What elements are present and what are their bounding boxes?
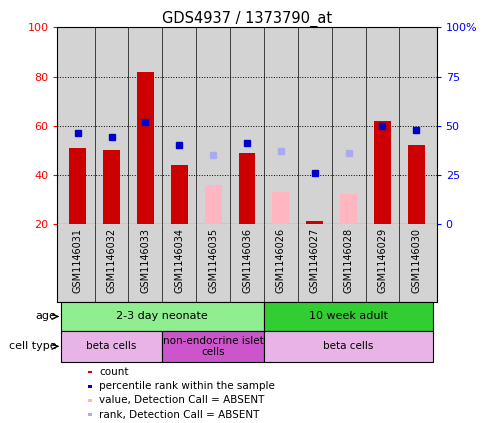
Text: GSM1146029: GSM1146029 (377, 228, 387, 293)
Bar (272, 192, 289, 224)
Title: GDS4937 / 1373790_at: GDS4937 / 1373790_at (162, 11, 332, 27)
Bar (61, 331, 162, 362)
Bar (264, 331, 433, 362)
Text: beta cells: beta cells (86, 341, 137, 352)
Bar (171, 165, 188, 224)
Text: GSM1146028: GSM1146028 (344, 228, 354, 293)
Text: GSM1146035: GSM1146035 (208, 228, 218, 293)
Text: age: age (36, 311, 57, 321)
Text: count: count (99, 367, 129, 377)
Bar (306, 221, 323, 224)
Bar (374, 121, 391, 224)
Text: non-endocrine islet
cells: non-endocrine islet cells (163, 335, 263, 357)
Text: GSM1146027: GSM1146027 (310, 228, 320, 293)
Bar (408, 145, 425, 224)
Bar (88, 413, 92, 416)
Text: GSM1146030: GSM1146030 (411, 228, 421, 293)
Text: GSM1146031: GSM1146031 (73, 228, 83, 293)
Text: 2-3 day neonate: 2-3 day neonate (116, 311, 208, 321)
Bar (162, 331, 264, 362)
Bar (61, 302, 264, 331)
Bar (239, 153, 255, 224)
Bar (103, 150, 120, 224)
Bar (69, 148, 86, 224)
Text: GSM1146026: GSM1146026 (276, 228, 286, 293)
Text: GSM1146032: GSM1146032 (107, 228, 117, 293)
Bar (137, 71, 154, 224)
Text: 10 week adult: 10 week adult (309, 311, 388, 321)
Text: beta cells: beta cells (323, 341, 374, 352)
Text: cell type: cell type (9, 341, 57, 352)
Bar (88, 371, 92, 374)
Text: rank, Detection Call = ABSENT: rank, Detection Call = ABSENT (99, 409, 259, 420)
Bar (88, 399, 92, 402)
Text: value, Detection Call = ABSENT: value, Detection Call = ABSENT (99, 396, 264, 405)
Text: GSM1146033: GSM1146033 (140, 228, 150, 293)
Text: GSM1146036: GSM1146036 (242, 228, 252, 293)
Bar (205, 184, 222, 224)
Bar (88, 385, 92, 387)
Bar (264, 302, 433, 331)
Bar (340, 194, 357, 224)
Text: percentile rank within the sample: percentile rank within the sample (99, 381, 275, 391)
Text: GSM1146034: GSM1146034 (174, 228, 184, 293)
